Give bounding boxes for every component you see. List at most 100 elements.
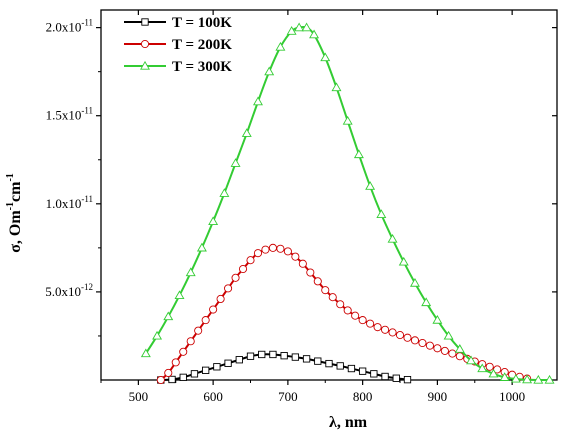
data-point-circle — [276, 244, 285, 253]
data-point-circle — [171, 358, 180, 367]
data-point-circle — [283, 247, 292, 256]
data-point-triangle — [466, 355, 477, 365]
data-point-triangle — [275, 41, 286, 51]
x-tick-label: 1000 — [499, 389, 525, 404]
y-axis-title-exp1: -1 — [5, 202, 16, 210]
data-point-square — [291, 353, 300, 361]
x-tick-label: 900 — [428, 389, 448, 404]
data-point-circle — [351, 311, 360, 320]
data-point-circle — [186, 337, 195, 346]
data-point-circle — [425, 341, 434, 350]
data-point-circle — [298, 259, 307, 268]
data-point-square — [347, 364, 356, 373]
data-point-circle — [194, 326, 203, 335]
data-point-triangle — [140, 60, 150, 70]
data-point-square — [190, 370, 199, 378]
data-point-square — [269, 350, 277, 359]
data-point-triangle — [421, 297, 432, 307]
data-point-triangle — [376, 209, 387, 218]
y-tick-label: 1.5x10-11 — [46, 106, 93, 123]
data-point-square — [370, 370, 378, 378]
data-point-triangle — [477, 363, 488, 373]
data-point-circle — [455, 352, 464, 361]
data-point-triangle — [353, 149, 364, 159]
data-point-circle — [328, 293, 337, 302]
series-3 — [140, 22, 555, 384]
series-2 — [156, 243, 532, 385]
data-point-square — [381, 372, 389, 381]
data-point-triangle — [196, 242, 207, 252]
data-point-circle — [373, 323, 382, 332]
data-point-circle — [201, 316, 210, 325]
y-axis-title: σ, Om-1cm-1 — [5, 173, 24, 253]
data-point-triangle — [264, 66, 275, 76]
data-point-triangle — [301, 22, 312, 32]
data-point-square — [179, 373, 187, 382]
data-point-triangle — [365, 181, 376, 190]
legend-label: T = 100K — [172, 15, 232, 31]
data-point-triangle — [544, 374, 555, 384]
legend-label: T = 200K — [172, 37, 232, 53]
data-point-circle — [410, 336, 420, 345]
data-point-triangle — [342, 115, 353, 125]
data-point-circle — [216, 294, 225, 304]
series-line — [145, 25, 550, 382]
data-point-triangle — [409, 277, 420, 287]
data-point-circle — [336, 300, 345, 309]
data-point-circle — [306, 268, 315, 277]
data-point-triangle — [286, 26, 297, 35]
y-axis: 5.0x10-12 1.0x10-11 1.5x10-11 2.0x10-11 — [45, 18, 557, 337]
plot-frame — [100, 9, 558, 381]
legend-item-2: T = 200K — [124, 37, 232, 53]
data-point-circle — [321, 286, 330, 295]
data-point-circle — [343, 306, 352, 315]
data-point-triangle — [294, 22, 305, 32]
data-point-triangle — [533, 374, 544, 384]
data-point-circle — [448, 349, 457, 358]
y-tick-label: 5.0x10-12 — [45, 282, 93, 299]
y-axis-title-mid: cm — [7, 181, 24, 202]
data-point-triangle — [387, 233, 398, 243]
data-point-triangle — [219, 188, 230, 197]
data-point-square — [302, 355, 311, 363]
data-point-circle — [403, 333, 412, 342]
data-point-square — [246, 352, 255, 360]
data-point-square — [392, 374, 400, 382]
x-tick-label: 800 — [353, 389, 373, 404]
data-point-circle — [246, 256, 255, 265]
y-axis-title-exp2: -1 — [5, 173, 16, 181]
data-point-triangle — [522, 374, 533, 384]
data-point-circle — [140, 39, 150, 49]
series-1 — [157, 350, 412, 384]
data-point-triangle — [331, 82, 342, 92]
data-point-triangle — [443, 330, 454, 340]
data-point-triangle — [253, 96, 263, 106]
data-point-square — [224, 359, 232, 367]
data-point-square — [168, 375, 176, 384]
data-point-circle — [388, 328, 397, 337]
data-point-square — [202, 366, 210, 374]
data-point-circle — [381, 325, 390, 334]
x-tick-label: 500 — [129, 389, 149, 404]
y-tick-label: 2.0x10-11 — [46, 18, 93, 35]
data-point-circle — [291, 252, 300, 261]
data-point-square — [314, 357, 322, 365]
data-point-triangle — [510, 373, 521, 383]
data-point-circle — [433, 344, 442, 353]
x-axis-title: λ, nm — [329, 414, 368, 431]
x-tick-label: 700 — [278, 389, 298, 404]
data-point-circle — [313, 277, 322, 286]
data-point-triangle — [163, 311, 174, 321]
data-point-square — [403, 375, 412, 384]
data-point-circle — [268, 243, 277, 252]
legend-label: T = 300K — [172, 59, 232, 75]
data-point-circle — [440, 346, 449, 355]
data-point-circle — [418, 338, 427, 348]
data-point-circle — [164, 368, 173, 378]
data-point-circle — [395, 331, 405, 340]
data-point-triangle — [140, 348, 151, 358]
data-point-circle — [485, 362, 494, 371]
data-point-circle — [261, 245, 270, 254]
